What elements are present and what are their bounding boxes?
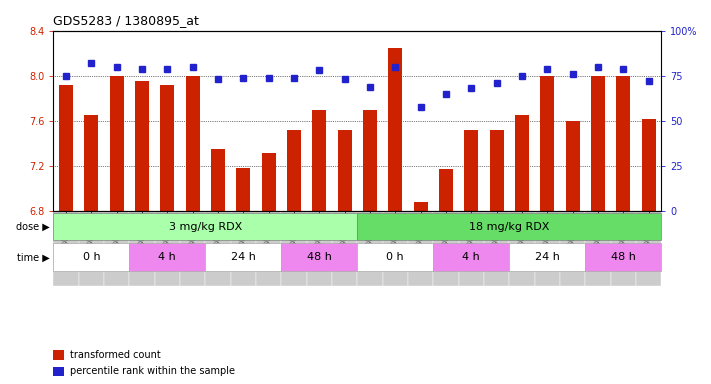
Bar (186, 76, 200, 211)
Bar (484, 211, 509, 286)
Bar (282, 211, 306, 286)
Bar (282, 243, 358, 271)
Bar (230, 211, 256, 286)
Bar (53, 211, 79, 286)
Bar (439, 169, 453, 211)
Bar (433, 211, 459, 286)
Bar (357, 211, 383, 286)
Bar (388, 48, 402, 211)
Bar (85, 115, 98, 211)
Bar (408, 211, 433, 286)
Bar (154, 211, 180, 286)
Bar (433, 243, 509, 271)
Text: 24 h: 24 h (535, 252, 560, 262)
Bar (53, 213, 357, 240)
Text: 0 h: 0 h (387, 252, 404, 262)
Bar (79, 211, 104, 286)
Text: 4 h: 4 h (159, 252, 176, 262)
Text: 48 h: 48 h (307, 252, 332, 262)
Bar (464, 130, 479, 211)
Text: time ▶: time ▶ (17, 252, 50, 262)
Bar (566, 121, 579, 211)
Bar (414, 202, 427, 211)
Text: 24 h: 24 h (231, 252, 256, 262)
Bar (332, 211, 357, 286)
Bar (585, 211, 611, 286)
Bar (636, 211, 661, 286)
Bar (535, 211, 560, 286)
Bar (53, 367, 64, 376)
Bar (205, 211, 230, 286)
Bar (357, 243, 433, 271)
Bar (509, 211, 535, 286)
Bar (338, 130, 351, 211)
Bar (135, 81, 149, 211)
Bar (211, 149, 225, 211)
Bar (515, 115, 529, 211)
Bar (236, 168, 250, 211)
Bar (109, 76, 124, 211)
Bar (312, 110, 326, 211)
Bar (611, 211, 636, 286)
Bar (585, 243, 661, 271)
Bar (53, 243, 129, 271)
Bar (641, 119, 656, 211)
Bar (129, 211, 154, 286)
Bar (383, 211, 408, 286)
Bar (459, 211, 484, 286)
Bar (540, 76, 554, 211)
Bar (59, 85, 73, 211)
Text: dose ▶: dose ▶ (16, 222, 50, 232)
Bar (53, 351, 64, 359)
Text: 18 mg/kg RDX: 18 mg/kg RDX (469, 222, 550, 232)
Text: 3 mg/kg RDX: 3 mg/kg RDX (169, 222, 242, 232)
Text: 4 h: 4 h (462, 252, 480, 262)
Text: transformed count: transformed count (70, 350, 161, 360)
Bar (256, 211, 282, 286)
Bar (129, 243, 205, 271)
Bar (357, 213, 661, 240)
Bar (616, 76, 630, 211)
Bar (560, 211, 585, 286)
Text: percentile rank within the sample: percentile rank within the sample (70, 366, 235, 376)
Text: 0 h: 0 h (82, 252, 100, 262)
Bar (205, 243, 282, 271)
Bar (591, 76, 605, 211)
Bar (363, 110, 377, 211)
Text: GDS5283 / 1380895_at: GDS5283 / 1380895_at (53, 14, 199, 27)
Bar (262, 152, 276, 211)
Bar (490, 130, 503, 211)
Text: 48 h: 48 h (611, 252, 636, 262)
Bar (180, 211, 205, 286)
Bar (306, 211, 332, 286)
Bar (104, 211, 129, 286)
Bar (161, 85, 174, 211)
Bar (287, 130, 301, 211)
Bar (509, 243, 585, 271)
